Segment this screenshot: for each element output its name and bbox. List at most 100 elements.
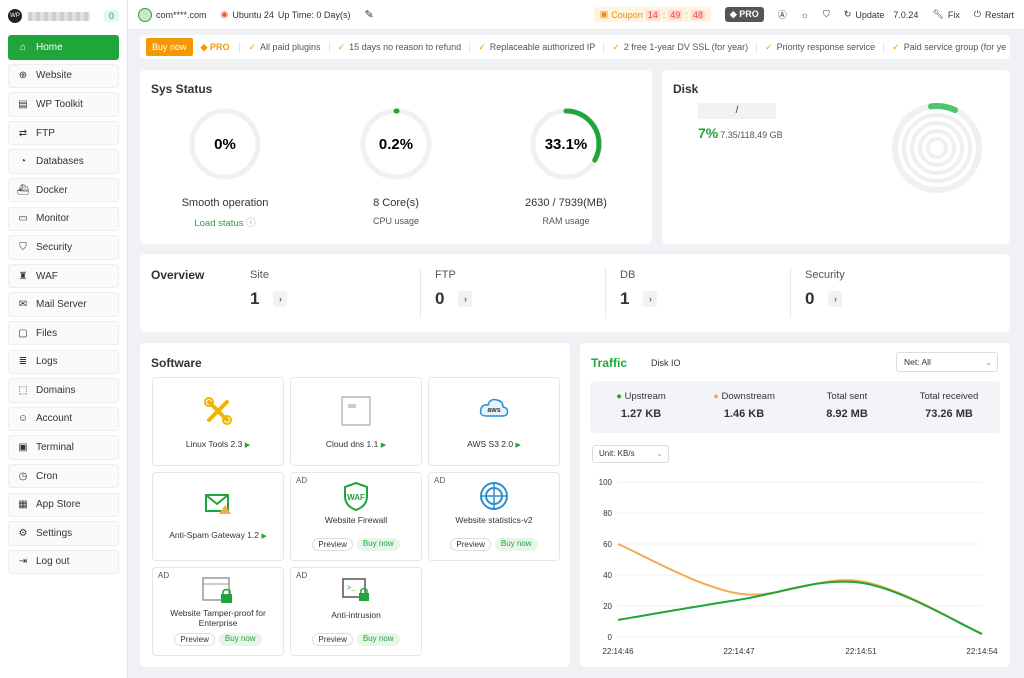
x-tick-label: 22:14:47	[723, 647, 755, 656]
divider	[605, 268, 606, 318]
buy-now-button[interactable]: Buy now	[356, 633, 400, 646]
promo-feature-label: Replaceable authorized IP	[489, 42, 596, 52]
sidebar-item-settings[interactable]: ⚙ Settings	[8, 521, 119, 546]
restart-label: Restart	[984, 9, 1014, 20]
traffic-chart[interactable]: 0 20 40 60 80 100 22:14:46 22:14:47 22:14:51 22:1…	[580, 473, 1010, 663]
play-icon[interactable]: ▶	[244, 442, 251, 449]
sidebar-item-label: Security	[36, 241, 73, 253]
cpu-ring[interactable]: 0.2%	[358, 106, 434, 182]
sidebar-item-waf[interactable]: ♜ WAF	[8, 263, 119, 289]
net-select[interactable]: Net: All ⌄	[896, 352, 998, 372]
software-tile[interactable]: Cloud dns 1.1 ▶	[290, 377, 422, 466]
software-tile[interactable]: aws AWS S3 2.0 ▶	[428, 377, 560, 466]
account-info[interactable]: com****.com	[138, 7, 207, 22]
sidebar-item-cron[interactable]: ◷ Cron	[8, 463, 119, 489]
unit-select[interactable]: Unit: KB/s ⌄	[592, 445, 669, 463]
legend-dot: ●	[713, 391, 719, 402]
update-button[interactable]: ↻ Update 7.0.24	[844, 9, 919, 20]
check-icon: ✓	[337, 41, 346, 52]
software-tile[interactable]: AD Website Tamper-proof for Enterprise Pre…	[152, 567, 284, 656]
sidebar-item-mail-server[interactable]: ✉ Mail Server	[8, 292, 119, 317]
edit-icon[interactable]: ✎	[364, 9, 374, 21]
buy-now-button[interactable]: Buy now	[494, 538, 538, 551]
sidebar-item-domains[interactable]: ⬚ Domains	[8, 378, 119, 403]
play-icon[interactable]: ▶	[380, 442, 387, 449]
sidebar-item-terminal[interactable]: ▣ Terminal	[8, 435, 119, 460]
sidebar-item-label: Databases	[36, 156, 84, 168]
software-name: Cloud dns 1.1 ▶	[325, 439, 387, 449]
play-icon[interactable]: ▶	[261, 533, 267, 540]
ram-ring[interactable]: 33.1%	[528, 106, 604, 182]
preview-button[interactable]: Preview	[450, 538, 491, 551]
software-tile[interactable]: AD >_ Anti-intrusion Preview Buy now	[290, 567, 422, 656]
sidebar-item-security[interactable]: ⛉ Security	[8, 235, 119, 260]
preview-button[interactable]: Preview	[312, 538, 353, 551]
tab-traffic[interactable]: Traffic	[591, 356, 628, 370]
sidebar-item-databases[interactable]: ◔ Databases	[8, 149, 119, 174]
chevron-right-icon[interactable]: ›	[458, 291, 473, 307]
cpu-usage-label: CPU usage	[372, 216, 420, 226]
load-ring[interactable]: 0%	[187, 106, 263, 182]
sidebar: WP 0 ⌂ Home ⊕ Website ▤ WP Toolkit ⇄ FTP ◔ Databa…	[0, 0, 128, 678]
overview-item-db[interactable]: DB 1 ›	[620, 269, 658, 309]
software-name: Website Tamper-proof for Enterprise	[170, 608, 266, 628]
restart-button[interactable]: ⏻ Restart	[974, 9, 1014, 20]
y-tick-label: 0	[608, 633, 613, 642]
chevron-right-icon[interactable]: ›	[643, 291, 658, 307]
software-tile[interactable]: AD WAF Website Firewall Preview Buy now	[290, 472, 422, 561]
sidebar-item-app-store[interactable]: ▦ App Store	[8, 492, 119, 517]
theme-icon[interactable]: ☼	[800, 9, 810, 20]
traffic-stats: ● Upstream 1.27 KB ● Downstream 1.46 KB Tota…	[590, 381, 1000, 433]
overview-item-security[interactable]: Security 0 ›	[805, 269, 845, 309]
notification-badge[interactable]: 0	[103, 10, 119, 22]
sidebar-item-log-out[interactable]: ⇥ Log out	[8, 549, 119, 575]
shield-icon: ⛉	[19, 241, 27, 253]
overview-item-site[interactable]: Site 1 ›	[250, 269, 288, 309]
sidebar-item-label: Account	[36, 413, 73, 425]
buy-now-button[interactable]: Buy now	[218, 633, 262, 646]
buy-now-button[interactable]: Buy now	[356, 538, 400, 551]
overview-title: Overview	[151, 268, 205, 282]
traffic-stat: Total sent 8.92 MB	[796, 391, 898, 420]
sidebar-item-wp-toolkit[interactable]: ▤ WP Toolkit	[8, 92, 119, 117]
sidebar-item-label: Terminal	[36, 442, 74, 454]
sidebar-item-home[interactable]: ⌂ Home	[8, 35, 119, 60]
ram-amount: 2630 / 7939(MB)	[525, 197, 607, 209]
overview-item-ftp[interactable]: FTP 0 ›	[435, 269, 473, 309]
help-icon[interactable]: ⓘ	[246, 218, 256, 229]
coupon-badge[interactable]: ▣ Coupon 14:49:48	[593, 7, 711, 22]
chevron-right-icon[interactable]: ›	[273, 291, 288, 307]
pro-badge[interactable]: ◆ PRO	[724, 7, 764, 22]
sidebar-item-website[interactable]: ⊕ Website	[8, 63, 119, 89]
translate-icon[interactable]: Ⓐ	[777, 10, 787, 20]
ad-label: AD	[158, 571, 170, 580]
fix-button[interactable]: 🔧︎ Fix	[932, 9, 959, 20]
refresh-icon: ↻	[843, 9, 852, 19]
disk-rings[interactable]	[887, 98, 987, 198]
shirt-icon[interactable]: ⛉	[823, 9, 830, 19]
preview-button[interactable]: Preview	[312, 633, 353, 646]
preview-button[interactable]: Preview	[174, 633, 215, 646]
load-status-link[interactable]: Load status ⓘ	[194, 218, 256, 229]
sidebar-item-ftp[interactable]: ⇄ FTP	[8, 120, 119, 146]
globe-icon: ⊕	[18, 70, 28, 82]
software-tile[interactable]: Anti-Spam Gateway 1.2 ▶	[152, 472, 284, 561]
sidebar-item-account[interactable]: ☺ Account	[8, 406, 119, 432]
os-label: Ubuntu 24	[232, 9, 274, 20]
overview-count: 0	[805, 289, 815, 308]
tab-disk-io[interactable]: Disk IO	[651, 358, 681, 368]
software-tile[interactable]: Linux Tools 2.3 ▶	[152, 377, 284, 466]
mail-icon: ✉	[18, 299, 28, 311]
play-icon[interactable]: ▶	[515, 442, 521, 449]
buy-now-button[interactable]: Buy now	[146, 38, 193, 56]
chevron-right-icon[interactable]: ›	[828, 291, 843, 307]
software-tile[interactable]: AD Website statistics-v2 Preview Buy now	[428, 472, 560, 561]
y-tick-label: 40	[603, 571, 612, 580]
sidebar-item-monitor[interactable]: ▭ Monitor	[8, 206, 119, 232]
sidebar-item-label: Log out	[36, 556, 70, 568]
divider	[790, 268, 791, 318]
sidebar-item-files[interactable]: ▢ Files	[8, 320, 119, 346]
sidebar-item-logs[interactable]: ≣ Logs	[8, 349, 119, 375]
sidebar-item-label: App Store	[36, 499, 81, 511]
sidebar-item-docker[interactable]: ⛴ Docker	[8, 177, 119, 203]
